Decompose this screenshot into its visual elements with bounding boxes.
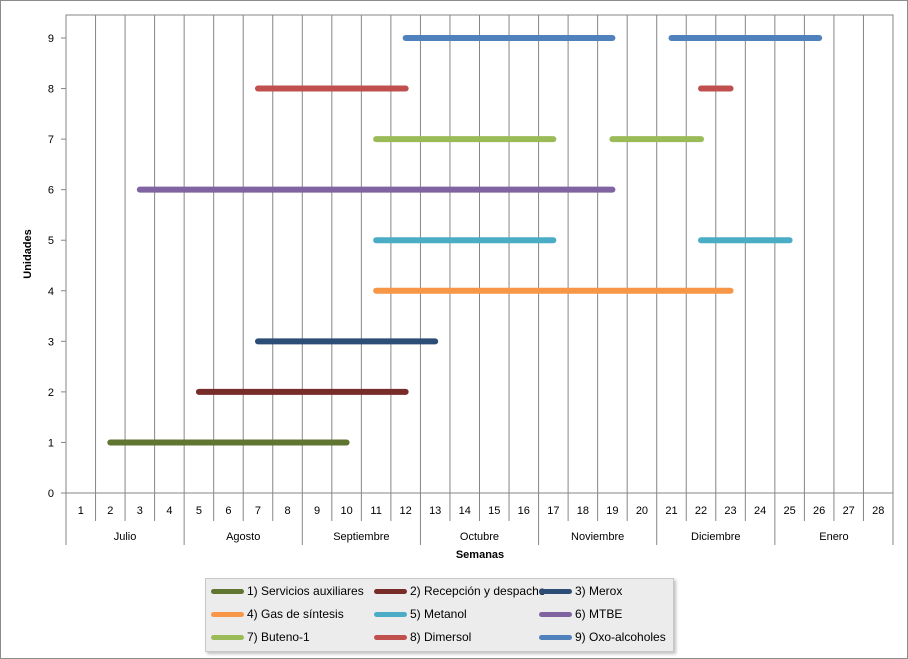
x-tick-label: 20 [636,505,648,517]
x-tick-label: 14 [459,505,471,517]
x-tick-label: 16 [518,505,530,517]
legend-label: 4) Gas de síntesis [247,607,344,621]
x-tick-label: 26 [813,505,825,517]
legend-swatch [374,611,407,617]
legend-swatch [539,634,572,640]
legend-label: 3) Merox [575,584,623,598]
x-tick-label: 25 [784,505,796,517]
legend-swatch [374,588,407,594]
x-tick-label: 2 [107,505,113,517]
legend-item: 1) Servicios auxiliares [211,584,364,598]
legend-swatch [539,588,572,594]
y-tick-label: 5 [48,235,54,247]
legend-item: 4) Gas de síntesis [211,607,344,621]
x-tick-label: 10 [340,505,352,517]
x-tick-label: 7 [255,505,261,517]
x-tick-label: 4 [166,505,172,517]
x-tick-label: 5 [196,505,202,517]
x-tick-label: 9 [314,505,320,517]
legend-swatch [539,611,572,617]
legend: 1) Servicios auxiliares 2) Recepción y de… [205,578,674,652]
month-label: Julio [114,531,137,543]
y-tick-label: 0 [48,488,54,500]
x-tick-label: 3 [137,505,143,517]
y-tick-label: 8 [48,84,54,96]
x-tick-label: 28 [872,505,884,517]
y-tick-label: 7 [48,134,54,146]
legend-label: 6) MTBE [575,607,623,621]
y-axis-title: Unidades [22,229,34,279]
y-tick-label: 4 [48,286,54,298]
legend-swatch [211,634,244,640]
month-label: Enero [819,531,848,543]
x-tick-label: 1 [78,505,84,517]
y-tick-label: 3 [48,336,54,348]
x-tick-label: 13 [429,505,441,517]
legend-label: 1) Servicios auxiliares [247,584,364,598]
legend-item: 3) Merox [539,584,622,598]
legend-label: 2) Recepción y despacho [410,584,546,598]
y-tick-label: 6 [48,185,54,197]
y-tick-label: 9 [48,33,54,45]
x-tick-label: 19 [606,505,618,517]
legend-swatch [374,634,407,640]
x-tick-label: 18 [577,505,589,517]
x-tick-label: 17 [547,505,559,517]
month-label: Noviembre [571,531,624,543]
legend-item: 2) Recepción y despacho [374,584,545,598]
legend-swatch [211,588,244,594]
x-tick-label: 8 [284,505,290,517]
x-tick-label: 22 [695,505,707,517]
x-tick-label: 11 [370,505,381,517]
x-tick-label: 15 [488,505,500,517]
month-label: Octubre [460,531,499,543]
legend-item: 8) Dimersol [374,630,471,644]
legend-item: 7) Buteno-1 [211,630,310,644]
x-tick-label: 21 [665,505,677,517]
x-tick-label: 27 [843,505,855,517]
y-tick-label: 2 [48,387,54,399]
legend-label: 5) Metanol [410,607,467,621]
legend-swatch [211,611,244,617]
legend-item: 9) Oxo-alcoholes [539,630,666,644]
month-label: Agosto [226,531,260,543]
x-tick-label: 24 [754,505,766,517]
legend-label: 7) Buteno-1 [247,630,310,644]
x-tick-label: 6 [225,505,231,517]
x-axis-title: Semanas [456,549,504,561]
legend-item: 5) Metanol [374,607,467,621]
month-label: Septiembre [333,531,389,543]
legend-label: 9) Oxo-alcoholes [575,630,666,644]
x-tick-label: 12 [400,505,412,517]
x-tick-label: 23 [724,505,736,517]
legend-label: 8) Dimersol [410,630,472,644]
month-label: Diciembre [691,531,741,543]
y-tick-label: 1 [48,437,54,449]
legend-item: 6) MTBE [539,607,622,621]
